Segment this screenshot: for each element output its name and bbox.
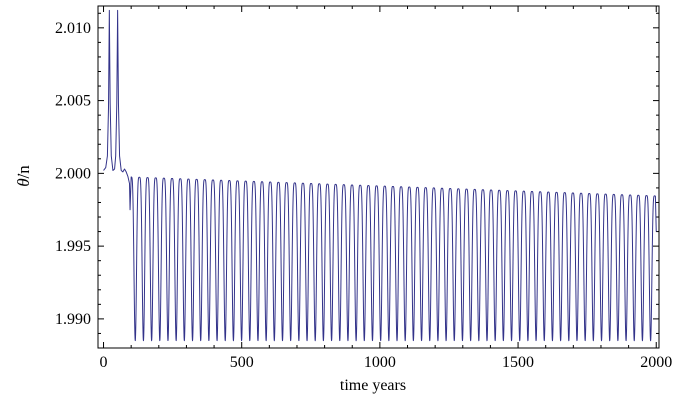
y-axis-ticks: 1.990 1.995 2.000 2.005 2.010 [55, 12, 659, 334]
y-tick-label: 2.010 [55, 20, 91, 37]
plot-area-border [97, 5, 660, 349]
series-group [103, 9, 657, 342]
plot-frame [97, 5, 660, 349]
x-tick-label: 2000 [640, 354, 672, 371]
x-axis-ticks: 0 500 1000 1500 2000 [100, 6, 672, 371]
series-line [103, 9, 657, 342]
x-tick-label: 0 [100, 354, 108, 371]
y-tick-label: 1.990 [55, 311, 91, 328]
x-axis-label: time years [340, 377, 406, 394]
x-tick-label: 1500 [502, 354, 534, 371]
y-axis-label-suffix: /n [14, 165, 33, 179]
y-tick-label: 2.000 [55, 165, 91, 182]
y-axis-label: θ̇/n [14, 165, 33, 187]
y-tick-label: 2.005 [55, 93, 91, 110]
x-tick-label: 500 [230, 354, 254, 371]
x-tick-label: 1000 [364, 354, 396, 371]
y-tick-label: 1.995 [55, 238, 91, 255]
